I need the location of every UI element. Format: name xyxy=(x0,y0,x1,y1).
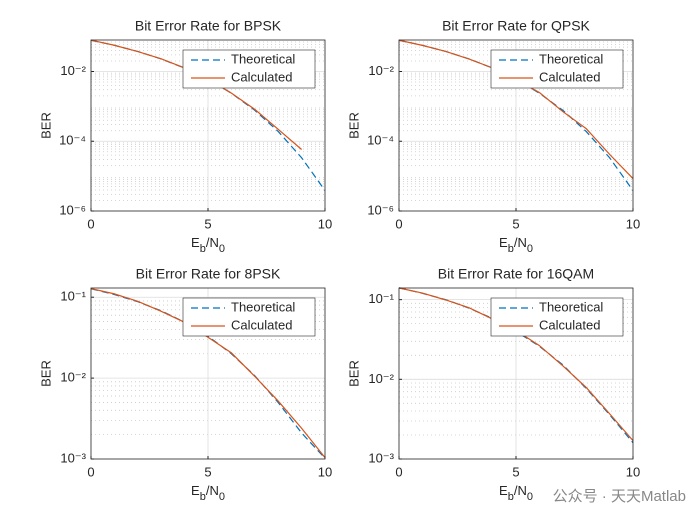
x-axis-label: Eb/N0 xyxy=(191,483,225,502)
x-tick-label: 0 xyxy=(87,216,94,231)
axes-box xyxy=(398,39,634,212)
legend-label: Theoretical xyxy=(231,299,295,314)
axes-box xyxy=(90,39,326,212)
x-tick-label: 10 xyxy=(318,464,332,479)
y-tick-label: 10⁻⁶ xyxy=(367,202,394,217)
x-axis-label: Eb/N0 xyxy=(499,235,533,254)
y-axis-label: BER xyxy=(346,360,361,387)
y-tick-label: 10⁻¹ xyxy=(60,289,86,304)
axes-box xyxy=(90,287,326,460)
y-tick-label: 10⁻² xyxy=(368,63,394,78)
axes-box xyxy=(398,287,634,460)
y-axis-label: BER xyxy=(38,360,53,387)
legend-label: Theoretical xyxy=(231,51,295,66)
x-axis-label-part: /N xyxy=(514,483,527,498)
x-axis-label-part: b xyxy=(508,491,514,503)
legend-box xyxy=(490,297,624,337)
x-axis-label-part: b xyxy=(200,243,206,255)
watermark: 公众号 · 天天Matlab xyxy=(553,488,686,505)
y-tick-label: 10⁻⁶ xyxy=(59,202,86,217)
x-axis-label-part: E xyxy=(499,235,508,250)
legend-box xyxy=(490,49,624,89)
legend-label: Calculated xyxy=(231,317,292,332)
x-axis-label-part: b xyxy=(200,491,206,503)
series-line xyxy=(90,287,326,458)
chart-title: Bit Error Rate for QPSK xyxy=(442,18,590,34)
legend-box xyxy=(182,49,316,89)
legend-label: Theoretical xyxy=(539,51,603,66)
chart-title: Bit Error Rate for 8PSK xyxy=(136,266,281,282)
x-tick-label: 5 xyxy=(512,464,519,479)
x-axis-label-part: E xyxy=(191,483,200,498)
x-axis-label: Eb/N0 xyxy=(499,483,533,502)
legend-label: Calculated xyxy=(539,69,600,84)
x-axis-label-part: b xyxy=(508,243,514,255)
x-axis-label-part: /N xyxy=(206,235,219,250)
x-axis-label-part: 0 xyxy=(219,243,225,255)
chart-title: Bit Error Rate for 16QAM xyxy=(438,266,594,282)
x-axis-label-part: E xyxy=(499,483,508,498)
x-tick-label: 0 xyxy=(395,464,402,479)
y-tick-label: 10⁻³ xyxy=(60,450,86,465)
x-tick-label: 5 xyxy=(204,464,211,479)
y-axis-label: BER xyxy=(346,112,361,139)
legend-label: Theoretical xyxy=(539,299,603,314)
y-tick-label: 10⁻¹ xyxy=(368,291,394,306)
legend-box xyxy=(182,297,316,337)
chart-title: Bit Error Rate for BPSK xyxy=(135,18,282,34)
y-tick-label: 10⁻² xyxy=(368,371,394,386)
y-tick-label: 10⁻⁴ xyxy=(367,133,394,148)
y-tick-label: 10⁻² xyxy=(60,370,86,385)
legend-label: Calculated xyxy=(539,317,600,332)
x-tick-label: 0 xyxy=(395,216,402,231)
x-axis-label: Eb/N0 xyxy=(191,235,225,254)
x-tick-label: 5 xyxy=(512,216,519,231)
legend-label: Calculated xyxy=(231,69,292,84)
x-axis-label-part: E xyxy=(191,235,200,250)
y-tick-label: 10⁻² xyxy=(60,63,86,78)
x-tick-label: 10 xyxy=(318,216,332,231)
y-tick-label: 10⁻³ xyxy=(368,450,394,465)
x-tick-label: 0 xyxy=(87,464,94,479)
x-tick-label: 10 xyxy=(626,216,640,231)
x-axis-label-part: 0 xyxy=(219,491,225,503)
x-tick-label: 5 xyxy=(204,216,211,231)
x-axis-label-part: /N xyxy=(514,235,527,250)
y-axis-label: BER xyxy=(38,112,53,139)
x-axis-label-part: 0 xyxy=(527,243,533,255)
x-axis-label-part: /N xyxy=(206,483,219,498)
x-tick-label: 10 xyxy=(626,464,640,479)
x-axis-label-part: 0 xyxy=(527,491,533,503)
y-tick-label: 10⁻⁴ xyxy=(59,133,86,148)
